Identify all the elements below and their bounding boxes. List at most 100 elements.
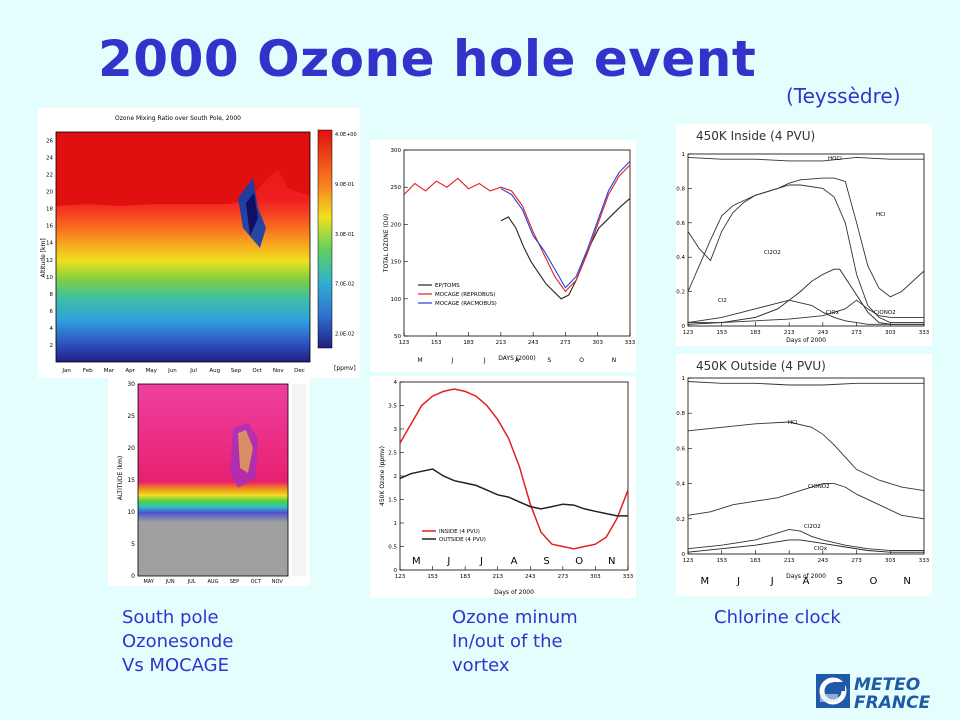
plot-frame	[687, 153, 925, 327]
y-tick-label: 0.4	[676, 255, 685, 261]
month-label: M	[701, 576, 710, 587]
colorbar-unit: [ppmv]	[334, 365, 356, 372]
series-line-mocage-racmobus-	[500, 160, 631, 289]
y-tick-label: 16	[46, 224, 53, 230]
y-tick-label: 150	[391, 260, 402, 266]
legend-label: EP/TOMS	[435, 283, 460, 289]
chlorine-inside-chart: 0 0.2 0.4 0.6 0.8 1 123 153 183 213 243 273 303 333 45…	[676, 129, 929, 344]
legend-label: OUTSIDE (4 PVU)	[439, 537, 486, 543]
x-tick-label: Dec	[294, 368, 305, 374]
y-tick-label: 300	[391, 148, 402, 154]
series-line-hocl	[687, 156, 924, 162]
y-tick-label: 100	[391, 297, 402, 303]
y-tick-label: 0.2	[676, 517, 685, 523]
y-tick-label: 10	[127, 509, 135, 516]
y-tick-label: 1	[394, 521, 398, 527]
plot-frame	[403, 149, 631, 337]
x-tick-label: 333	[625, 340, 636, 346]
month-label: N	[608, 556, 615, 567]
month-label: A	[511, 556, 518, 567]
caption-line: Chlorine clock	[714, 607, 841, 628]
x-tick-label: 183	[460, 574, 471, 580]
month-label: O	[579, 357, 584, 364]
y-tick-label: 0	[394, 568, 398, 574]
y-tick-label: 3	[394, 427, 398, 433]
y-tick-label: 0.6	[676, 221, 685, 227]
caption-line: Vs MOCAGE	[122, 655, 229, 676]
month-label: J	[736, 576, 740, 587]
plot-frame	[687, 377, 925, 555]
x-tick-label: Jan	[61, 368, 71, 374]
y-axis-label: Altitude [km]	[40, 238, 47, 277]
x-axis-ticks: Jan Feb Mar Apr May Jun Jul Aug Sep Oct Nov Dec	[61, 368, 304, 374]
y-tick-label: 22	[46, 173, 53, 179]
y-tick-label: 20	[46, 190, 53, 196]
x-tick-label: 213	[784, 558, 795, 564]
curve-label: ClOx	[814, 546, 828, 552]
y-tick-label: 5	[131, 541, 135, 548]
x-tick-label: 183	[750, 330, 761, 336]
month-label: S	[543, 556, 549, 567]
series-line-mocage-reprobus-	[403, 164, 631, 293]
y-tick-label: 3.5	[388, 404, 397, 410]
x-tick-label: 303	[590, 574, 601, 580]
x-tick-label: Mar	[104, 368, 115, 374]
ozone-450k-chart: 0 0.5 1 1.5 2 2.5 3 3.5 4 123 153 183 213 243 273 303 33…	[379, 380, 634, 596]
x-axis-ticks: MAY JUN JUL AUG SEP OCT NOV	[144, 579, 284, 585]
x-tick-label: 273	[851, 558, 862, 564]
x-tick-label: Feb	[83, 368, 93, 374]
y-tick-label: 0.6	[676, 446, 685, 452]
x-tick-label: 333	[919, 558, 930, 564]
month-label: J	[451, 357, 454, 364]
series-line-hcl	[687, 421, 925, 492]
curve-label: ClONO2	[874, 310, 896, 316]
y-axis-label: 450K Ozone (ppmv)	[379, 446, 386, 506]
series-line-clox	[687, 268, 924, 325]
curve-label: ClOx	[826, 310, 840, 316]
x-tick-label: Jul	[189, 368, 197, 374]
y-tick-label: 2.5	[388, 451, 397, 457]
x-tick-label: MAY	[144, 579, 155, 585]
ozonesonde-panel: 0 5 10 15 20 25 30 MAY JUN JUL AUG SEP OCT NOV ALTIT…	[108, 378, 310, 586]
y-tick-label: 0.8	[676, 186, 685, 192]
meteo-france-logo-icon: METEO FRANCE	[816, 674, 931, 713]
month-label: N	[612, 357, 617, 364]
series-line-cl2o2	[687, 528, 924, 551]
y-tick-label: 0.5	[388, 545, 397, 551]
x-tick-label: OCT	[251, 579, 262, 585]
chart-title: 450K Outside (4 PVU)	[696, 359, 826, 373]
x-tick-label: 153	[431, 340, 442, 346]
logo-line2: FRANCE	[854, 693, 931, 712]
curve-label: Cl2O2	[764, 250, 781, 256]
x-tick-label: 243	[525, 574, 536, 580]
y-axis-label: TOTAL OZONE (DU)	[383, 214, 390, 273]
author-credit: (Teyssèdre)	[786, 84, 901, 108]
legend-label: MOCAGE (RACMOBUS)	[435, 301, 497, 307]
y-tick-label: 2	[50, 343, 54, 349]
x-tick-label: 273	[558, 574, 569, 580]
y-tick-label: 30	[127, 381, 135, 388]
x-tick-label: May	[146, 368, 158, 374]
chart-title: Ozone Mixing Ratio over South Pole, 2000	[115, 115, 241, 122]
curve-label: Cl2O2	[804, 524, 821, 530]
chlorine-outside-chart: 0 0.2 0.4 0.6 0.8 1 123 153 183 213 243 273 303 333 45…	[676, 359, 930, 587]
colorbar-label: 2.0E-02	[335, 332, 354, 338]
x-tick-label: 303	[885, 330, 896, 336]
legend-label: MOCAGE (REPROBUS)	[435, 292, 495, 298]
x-tick-label: NOV	[272, 579, 284, 585]
series-line-cl2	[687, 299, 924, 325]
x-tick-label: 243	[818, 330, 829, 336]
page-title: 2000 Ozone hole event	[98, 30, 757, 88]
caption-line: vortex	[452, 655, 510, 676]
x-tick-label: 333	[623, 574, 634, 580]
x-tick-label: 153	[427, 574, 438, 580]
x-tick-label: Jun	[167, 368, 177, 374]
legend-label: INSIDE (4 PVU)	[439, 529, 480, 535]
x-tick-label: 243	[528, 340, 539, 346]
x-tick-label: 153	[716, 558, 727, 564]
x-tick-label: 153	[716, 330, 727, 336]
ozone-450k-panel: 0 0.5 1 1.5 2 2.5 3 3.5 4 123 153 183 213 243 273 303 33…	[370, 376, 636, 598]
y-tick-label: 1	[682, 376, 686, 382]
y-axis-label: ALTITUDE (km)	[117, 456, 124, 500]
y-axis-ticks: 0 5 10 15 20 25 30	[127, 381, 135, 580]
